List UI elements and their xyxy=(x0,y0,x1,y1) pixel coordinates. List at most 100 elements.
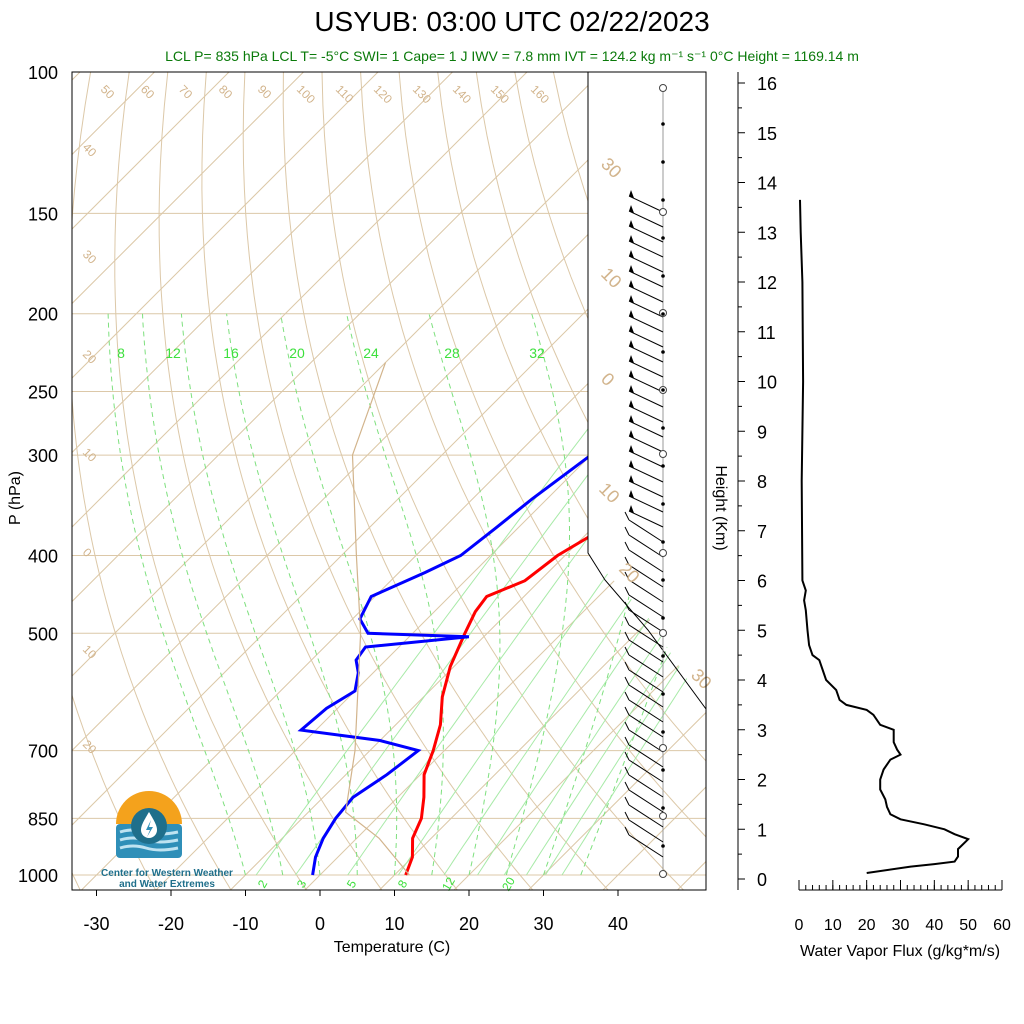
wind-barb xyxy=(628,534,664,558)
barb-dot xyxy=(661,426,665,430)
wind-barb-flag xyxy=(629,235,634,243)
series-parcel-line xyxy=(344,362,410,876)
wind-barb xyxy=(628,495,664,513)
wind-barb-feather xyxy=(624,586,630,596)
chart-title: USYUB: 03:00 UTC 02/22/2023 xyxy=(314,6,710,37)
wind-barb xyxy=(628,669,664,693)
wind-barb-feather xyxy=(624,676,630,686)
temperature-tick-label: -10 xyxy=(232,914,258,934)
barb-dot xyxy=(661,616,665,620)
barb-dot xyxy=(661,198,665,202)
x-axis-title: Temperature (C) xyxy=(334,939,450,956)
wind-barb-flag xyxy=(629,490,634,498)
height-tick-label: 16 xyxy=(757,74,777,94)
isotherm-line xyxy=(304,488,706,890)
barb-dot xyxy=(661,236,665,240)
temperature-tick-label: 40 xyxy=(608,914,628,934)
flux-tick-label: 60 xyxy=(993,917,1011,934)
moist-adiabat-line xyxy=(580,533,706,876)
dry-adiabat-line xyxy=(321,72,685,890)
barb-dot xyxy=(661,768,665,772)
wind-barb-feather xyxy=(624,781,630,791)
height-tick-label: 0 xyxy=(757,870,767,890)
wind-barb-feather xyxy=(624,601,630,611)
logo-line-2: and Water Extremes xyxy=(119,879,215,890)
wind-barb-flag xyxy=(629,280,634,288)
flux-tick-label: 40 xyxy=(925,917,943,934)
isotherm-label: 80 xyxy=(216,82,236,102)
isotherm-line xyxy=(72,72,379,379)
wind-barb-flag xyxy=(629,445,634,453)
barb-level-marker xyxy=(659,208,667,216)
isotherm-label: 100 xyxy=(294,82,318,106)
barb-dot xyxy=(661,312,665,316)
pressure-tick-label: 150 xyxy=(28,204,58,224)
isotherm-line xyxy=(453,637,706,890)
isotherm-line xyxy=(72,72,603,603)
wind-barb xyxy=(628,549,664,573)
wind-barb-flag xyxy=(629,475,634,483)
isotherm-line xyxy=(527,711,706,890)
wind-barb xyxy=(628,624,664,648)
isotherm-line xyxy=(378,562,706,890)
wind-barb xyxy=(628,729,664,753)
wind-barb-flag xyxy=(629,310,634,318)
wind-barb xyxy=(628,480,664,498)
barb-level-marker xyxy=(659,84,667,92)
wind-barb-flag xyxy=(629,205,634,213)
height-axis-title: Height (Km) xyxy=(712,465,729,550)
isotherm-label: 50 xyxy=(98,82,118,102)
isotherm-line xyxy=(72,72,677,677)
height-tick-label: 1 xyxy=(757,820,767,840)
barb-dot xyxy=(661,388,665,392)
wind-barb xyxy=(628,330,664,348)
isotherm-label: 130 xyxy=(410,82,434,106)
dry-adiabat-line xyxy=(708,72,1024,892)
wind-barb xyxy=(628,639,664,663)
barb-level-marker xyxy=(659,629,667,637)
mixing-ratio-label: 8 xyxy=(117,345,125,361)
height-tick-label: 11 xyxy=(757,323,776,343)
mixing-ratio-label: 16 xyxy=(223,345,239,361)
wind-barb xyxy=(628,579,664,603)
logo-line-1: Center for Western Weather xyxy=(101,868,233,879)
wind-barb-flag xyxy=(629,430,634,438)
wind-barb-feather xyxy=(624,616,630,626)
mixing-ratio-line xyxy=(503,568,706,876)
height-tick-label: 3 xyxy=(757,721,767,741)
wind-barb xyxy=(628,450,664,468)
wind-barb-feather xyxy=(624,526,630,536)
wind-barb xyxy=(628,744,664,768)
mixing-ratio-line xyxy=(477,534,706,876)
isotherm-label: 10 xyxy=(80,445,100,465)
mixing-ratio-line xyxy=(561,648,706,876)
wind-barb xyxy=(628,699,664,723)
isotherm-label: 0 xyxy=(80,545,95,560)
height-tick-label: 15 xyxy=(757,124,777,144)
y-axis-title: P (hPa) xyxy=(7,471,24,525)
dry-adiabat-line xyxy=(114,72,308,890)
isotherm-line xyxy=(155,339,706,890)
barb-dot xyxy=(661,502,665,506)
flux-tick-label: 50 xyxy=(959,917,977,934)
dry-adiabat-line xyxy=(242,72,534,890)
wind-barb xyxy=(628,240,664,258)
dry-adiabat-line xyxy=(201,72,458,890)
pressure-tick-label: 500 xyxy=(28,624,58,644)
wind-barb xyxy=(628,225,664,243)
wind-barb-feather xyxy=(624,511,630,521)
wind-barb xyxy=(628,315,664,333)
wind-barb xyxy=(628,684,664,708)
cw3e-logo: Center for Western Weather and Water Ext… xyxy=(101,784,233,894)
wind-barb-feather xyxy=(624,556,630,566)
moist-adiabat-line xyxy=(142,313,284,876)
wind-barb-flag xyxy=(629,325,634,333)
moist-adiabat-line xyxy=(346,313,444,876)
moist-adiabat-line xyxy=(505,313,570,876)
isotherm-line xyxy=(750,54,1024,892)
temperature-tick-label: -20 xyxy=(158,914,184,934)
barb-dot xyxy=(661,692,665,696)
mixing-ratio-line xyxy=(255,376,628,876)
wind-barb xyxy=(628,609,664,633)
flux-tick-label: 30 xyxy=(892,917,910,934)
